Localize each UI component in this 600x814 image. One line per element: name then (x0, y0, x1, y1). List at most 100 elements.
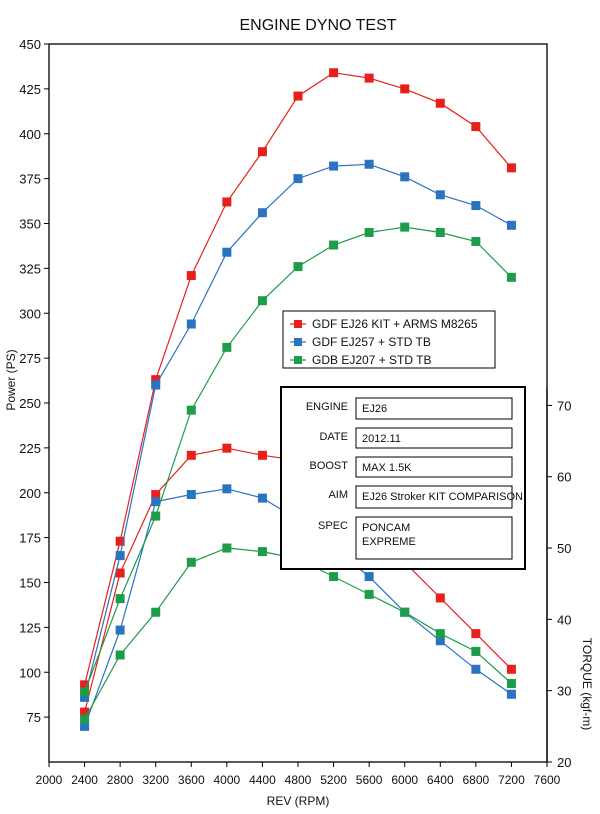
series-1-power-point (186, 319, 196, 329)
series-1-torque-point (471, 664, 481, 674)
spec-label: AIM (328, 489, 348, 501)
series-2-torque-point (435, 629, 445, 639)
series-0-power-line (84, 72, 512, 685)
series-0-torque-point (435, 593, 445, 603)
series-0-torque-point (151, 490, 161, 500)
series-1-torque-point (506, 689, 516, 699)
series-1-power-point (151, 380, 161, 390)
y-tick-label: 400 (19, 127, 41, 142)
x-tick-label: 7600 (534, 773, 561, 787)
x-tick-label: 2800 (107, 773, 134, 787)
x-tick-label: 6400 (427, 773, 454, 787)
series-2-power-point (329, 240, 339, 250)
y-tick-label: 175 (19, 531, 41, 546)
series-1-torque-point (364, 572, 374, 582)
y-tick-label: 125 (19, 620, 41, 635)
y-tick-label: 300 (19, 306, 41, 321)
spec-value: MAX 1.5K (362, 462, 412, 474)
y-tick-label: 100 (19, 665, 41, 680)
series-2-power-point (506, 272, 516, 282)
y-tick-label: 250 (19, 396, 41, 411)
series-2-power-point (435, 227, 445, 237)
series-0-power-point (222, 197, 232, 207)
spec-value: EJ26 Stroker KIT COMPARISON (362, 491, 523, 503)
power-axis: 75 100 125 150 175 200 225 250 275 300 325 350 375 40… (19, 37, 49, 725)
legend-marker (294, 356, 302, 364)
series-1-torque-point (435, 636, 445, 646)
spec-value-box (355, 397, 513, 420)
series-0-torque-point (222, 443, 232, 453)
legend-label: GDF EJ257 + STD TB (312, 335, 431, 349)
series-1-torque-point (222, 484, 232, 494)
x-tick-label: 4400 (249, 773, 276, 787)
y-axis-label: Power (PS) (4, 349, 18, 410)
y-tick-label: 200 (19, 486, 41, 501)
series-2-torque-point (364, 589, 374, 599)
series-2-torque-point (186, 557, 196, 567)
series-0-power-point (471, 122, 481, 132)
spec-value: PONCAM (362, 522, 410, 534)
series-0-power-point (151, 375, 161, 385)
series-2-torque-point (151, 607, 161, 617)
series-2-torque-point (115, 650, 125, 660)
series-1-power-point (364, 159, 374, 169)
spec-value-box (355, 485, 513, 509)
series-1-power-point (293, 174, 303, 184)
legend-marker (294, 338, 302, 346)
series-1-torque-point (186, 490, 196, 500)
y2-tick-label: 70 (557, 398, 571, 413)
torque-axis-ticks: 20 30 40 50 60 70 (547, 398, 571, 770)
legend-marker (294, 320, 302, 328)
x-tick-label: 6000 (391, 773, 418, 787)
x-tick-label: 4800 (285, 773, 312, 787)
y2-tick-label: 20 (557, 755, 571, 770)
x-tick-label: 4000 (214, 773, 241, 787)
legend-box (282, 310, 496, 369)
spec-value-box (355, 427, 513, 449)
series-2-power-point (293, 262, 303, 272)
x-axis: 2000 2400 2800 3200 3600 4000 4400 4800 5200 5600… (36, 762, 561, 787)
spec-value: EXPREME (362, 536, 416, 548)
y2-tick-label: 30 (557, 684, 571, 699)
y-tick-label: 275 (19, 351, 41, 366)
series-0-power-point (329, 68, 339, 78)
series-0-torque-point (115, 568, 125, 578)
series-1-torque-point (115, 625, 125, 635)
x-tick-label: 5200 (320, 773, 347, 787)
spec-panel: ENGINE EJ26 DATE 2012.11 BOOST MAX 1.5K AIM EJ2… (280, 386, 526, 570)
series-0-torque-point (471, 629, 481, 639)
series-1-power-point (80, 692, 90, 702)
series-0-torque-point (257, 450, 267, 460)
series-2-power-point (471, 236, 481, 246)
series-0-torque-point (506, 664, 516, 674)
y-tick-label: 325 (19, 261, 41, 276)
y-tick-label: 375 (19, 172, 41, 187)
series-1-power-point (257, 208, 267, 218)
series-0-power-point (293, 91, 303, 101)
legend: GDF EJ26 KIT + ARMS M8265 GDF EJ257 + STD… (282, 310, 496, 369)
spec-label: BOOST (309, 460, 348, 472)
y-tick-label: 425 (19, 82, 41, 97)
x-tick-label: 5600 (356, 773, 383, 787)
series-2-power-point (222, 342, 232, 352)
series-2-torque-point (222, 543, 232, 553)
x-tick-label: 7200 (498, 773, 525, 787)
x-tick-label: 2000 (36, 773, 63, 787)
x-axis-label: REV (RPM) (267, 794, 330, 808)
series-1-power-point (400, 172, 410, 182)
series-2-torque-point (80, 714, 90, 724)
y-tick-label: 225 (19, 441, 41, 456)
spec-value-box (355, 456, 513, 478)
series-0-power-point (435, 98, 445, 108)
x-tick-label: 2400 (71, 773, 98, 787)
spec-label: ENGINE (306, 401, 348, 413)
y-tick-label: 450 (19, 37, 41, 52)
x-tick-label: 6800 (463, 773, 490, 787)
series-0-power-point (364, 73, 374, 83)
series-0-power-point (115, 536, 125, 546)
series-1-power-point (115, 551, 125, 561)
series-2-power-point (80, 687, 90, 697)
series-0-power-point (80, 680, 90, 690)
series-2-power-point (151, 511, 161, 521)
x-tick-label: 3200 (142, 773, 169, 787)
